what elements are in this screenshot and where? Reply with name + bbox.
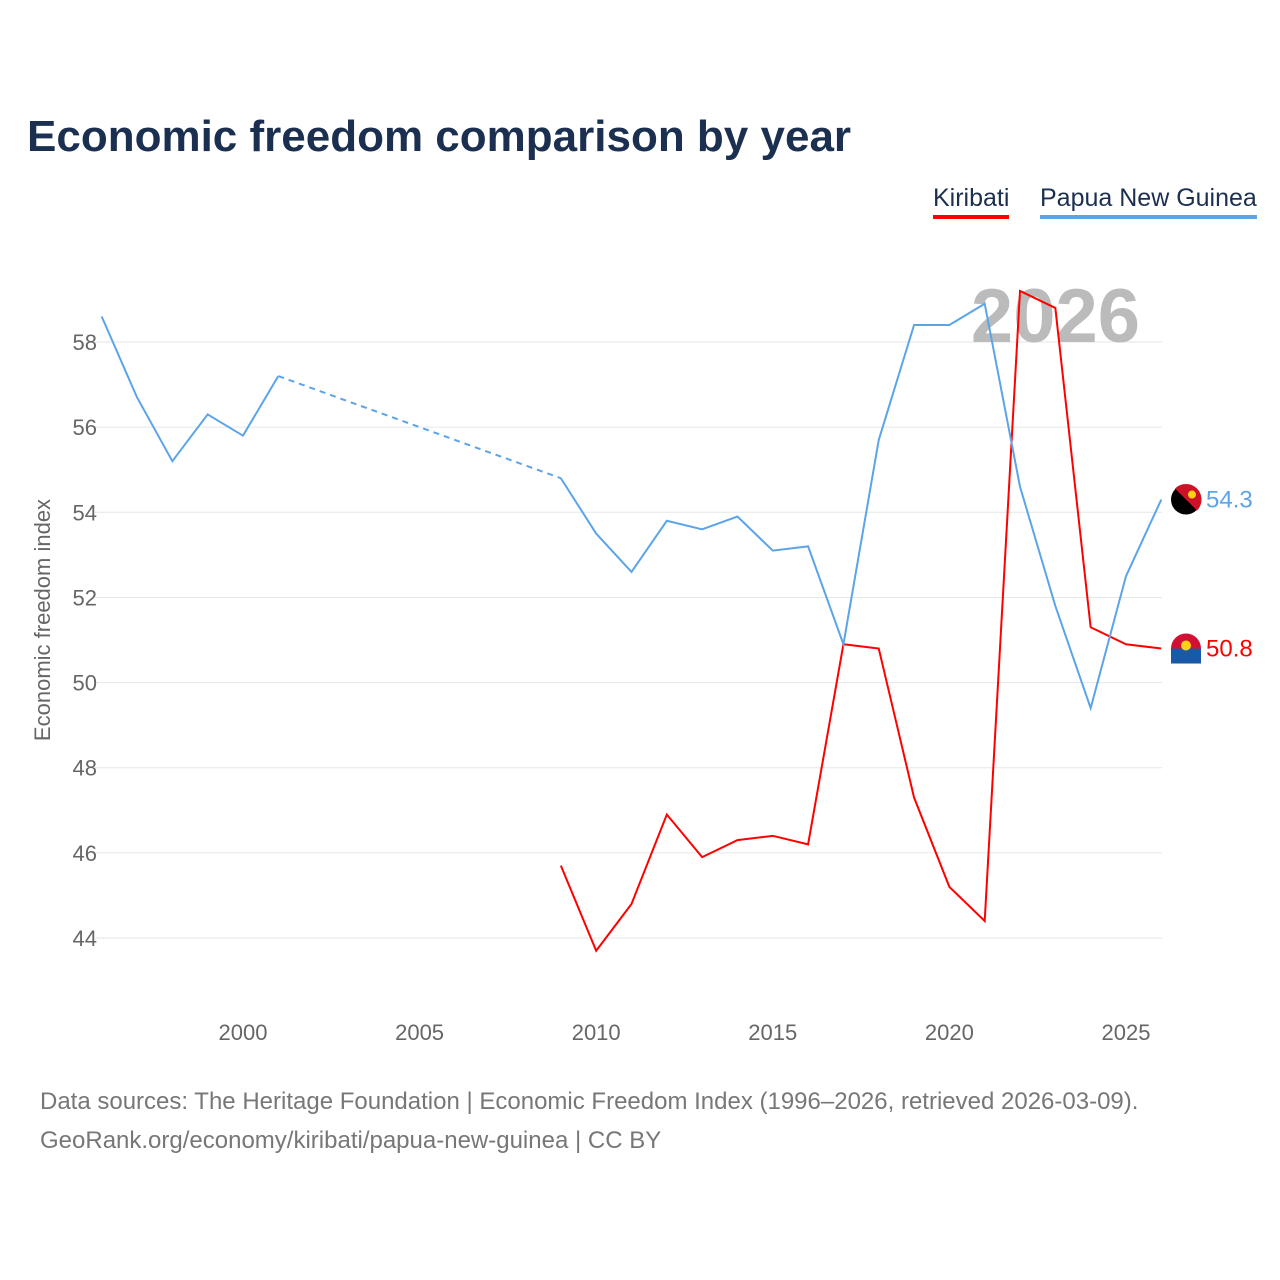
y-tick-label: 58: [73, 330, 97, 355]
series-line-papua-new-guinea: [100, 316, 280, 464]
end-value-label: 50.8: [1206, 636, 1253, 663]
png-flag-red: [1175, 483, 1202, 511]
chart-title: Economic freedom comparison by year: [27, 112, 852, 161]
x-tick-label: 2020: [925, 1020, 974, 1045]
x-tick-label: 2005: [395, 1020, 444, 1045]
kiribati-flag-sun: [1181, 640, 1191, 651]
x-tick-label: 2010: [572, 1020, 621, 1045]
x-tick-label: 2025: [1102, 1020, 1151, 1045]
footer-sources: Data sources: The Heritage Foundation | …: [40, 1088, 1139, 1115]
png-flag-bird: [1188, 490, 1196, 499]
y-tick-label: 56: [73, 415, 97, 440]
y-tick-label: 50: [73, 671, 97, 696]
legend-papua-new-guinea[interactable]: Papua New Guinea: [1040, 184, 1257, 219]
x-tick-label: 2000: [219, 1020, 268, 1045]
y-tick-label: 46: [73, 841, 97, 866]
y-tick-label: 54: [73, 500, 97, 525]
legend-kiribati[interactable]: Kiribati: [933, 184, 1010, 219]
y-tick-label: 52: [73, 585, 97, 610]
end-value-label: 54.3: [1206, 487, 1253, 514]
y-tick-label: 48: [73, 756, 97, 781]
y-axis-label: Economic freedom index: [30, 499, 55, 741]
kiribati-flag-waves: [1171, 648, 1201, 664]
series-line-kiribati: [559, 289, 1162, 953]
x-tick-label: 2015: [748, 1020, 797, 1045]
series-line-papua-new-guinea: [560, 302, 1163, 712]
y-tick-label: 44: [73, 926, 97, 951]
footer-url[interactable]: GeoRank.org/economy/kiribati/papua-new-g…: [40, 1127, 662, 1154]
